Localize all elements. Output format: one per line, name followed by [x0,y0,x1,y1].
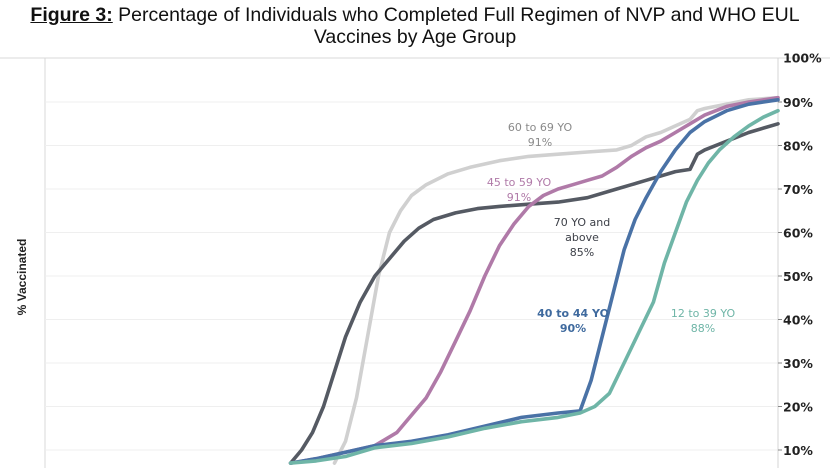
y-tick-label: 20% [783,400,813,415]
y-tick-label: 10% [783,443,813,458]
annotation-text: 12 to 39 YO [671,307,736,320]
series-line-12-to-39-yo [288,108,780,465]
annotation-text: 85% [570,246,594,259]
annotation-text: above [565,231,599,244]
figure-label: Figure 3: [30,4,113,26]
annotation-text: 70 YO and [554,216,610,229]
series-line-60-to-69-yo [332,95,780,465]
y-tick-label: 80% [783,139,813,154]
annotation-60-to-69-yo: 60 to 69 YO 91% [508,121,573,149]
title-line-1: Percentage of Individuals who Completed … [112,4,800,26]
y-tick-label: 30% [783,356,813,371]
series-line-70-yo-and-above [288,122,780,465]
annotation-40-to-44-yo: 40 to 44 YO 90% [537,307,609,335]
annotation-text: 88% [691,322,715,335]
y-tick-label: 100% [783,51,822,66]
y-tick-label: 50% [783,269,813,284]
annotation-12-to-39-yo: 12 to 39 YO 88% [671,307,736,335]
annotation-text: 45 to 59 YO [487,176,552,189]
title-line-2: Vaccines by Age Group [313,26,517,48]
annotation-45-to-59-yo: 45 to 59 YO 91% [487,176,552,204]
y-tick-label: 60% [783,226,813,241]
series-annotations: 60 to 69 YO 91% 45 to 59 YO 91% 70 YO and abo… [487,121,736,335]
series-line-40-to-44-yo [288,98,780,465]
series-line-45-to-59-yo [288,95,780,465]
gridlines [45,101,778,451]
chart-title: Figure 3: Percentage of Individuals who … [0,4,830,48]
annotation-text: 90% [560,322,586,335]
annotation-70-yo-and-above: 70 YO and above 85% [554,216,610,259]
y-tick-label: 40% [783,313,813,328]
y-tick-label: 70% [783,182,813,197]
annotation-text: 91% [528,136,552,149]
series-lines [288,95,780,465]
annotation-text: 40 to 44 YO [537,307,609,320]
y-axis-ticks: 10% 20% 30% 40% 50% 60% 70% 80% 90% 100% [778,51,822,458]
y-tick-label: 90% [783,95,813,110]
annotation-text: 60 to 69 YO [508,121,573,134]
annotation-text: 91% [507,191,531,204]
